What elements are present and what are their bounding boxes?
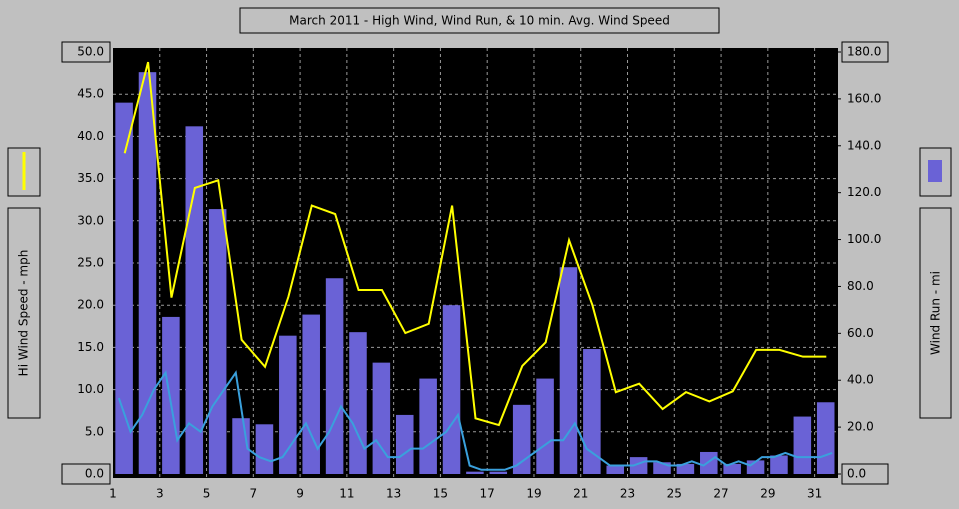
y-tick-label: 5.0 [85, 424, 104, 438]
x-tick-label: 21 [573, 487, 588, 501]
x-tick-label: 1 [109, 487, 117, 501]
x-tick-label: 17 [480, 487, 495, 501]
line [123, 61, 827, 427]
y2-label-box [919, 207, 952, 419]
bar [512, 404, 531, 474]
y2-tick-label: 20.0 [847, 420, 874, 434]
x-tick-label: 27 [713, 487, 728, 501]
x-tick-label: 5 [203, 487, 211, 501]
y2-tick-label: 80.0 [847, 279, 874, 293]
x-tick-label: 7 [250, 487, 258, 501]
y-tick-label: 15.0 [77, 340, 104, 354]
bar [793, 416, 812, 474]
x-tick-label: 11 [339, 487, 354, 501]
x-tick-label: 19 [526, 487, 541, 501]
bar [325, 278, 344, 474]
y-tick-label: 35.0 [77, 171, 104, 185]
tick-box [841, 41, 889, 63]
x-tick-label: 31 [807, 487, 822, 501]
bar [395, 414, 414, 474]
bar [816, 402, 835, 474]
bar [723, 463, 741, 474]
y2-axis-label: Wind Run - mi [929, 271, 943, 355]
line [117, 370, 833, 471]
y-tick-label: 10.0 [77, 382, 104, 396]
y-tick-label: 25.0 [77, 256, 104, 270]
y-tick-label: 40.0 [77, 129, 104, 143]
y2-tick-label: 140.0 [847, 138, 881, 152]
y2-tick-label: 180.0 [847, 45, 881, 59]
bar [138, 72, 157, 474]
x-tick-label: 13 [386, 487, 401, 501]
bar [583, 349, 601, 474]
bar [349, 332, 367, 474]
y-label-box [7, 207, 41, 419]
chart-title: March 2011 - High Wind, Wind Run, & 10 m… [289, 14, 670, 28]
bar [208, 209, 227, 475]
bar [536, 378, 554, 474]
bar [606, 465, 625, 474]
tick-box [61, 41, 111, 63]
y-tick-label: 30.0 [77, 213, 104, 227]
y2-tick-label: 100.0 [847, 232, 881, 246]
y2-tick-label: 160.0 [847, 91, 881, 105]
x-tick-label: 9 [296, 487, 304, 501]
y2-tick-label: 40.0 [847, 373, 874, 387]
bar [442, 305, 461, 474]
legend-swatch [928, 160, 942, 182]
bar [162, 316, 180, 474]
bar [302, 314, 320, 474]
x-tick-label: 15 [433, 487, 448, 501]
x-tick-label: 29 [760, 487, 775, 501]
y2-tick-label: 120.0 [847, 185, 881, 199]
y2-tick-label: 60.0 [847, 326, 874, 340]
bar [466, 471, 484, 474]
y-tick-label: 45.0 [77, 87, 104, 101]
y-tick-label: 0.0 [85, 467, 104, 481]
bar [559, 267, 578, 474]
bar [279, 335, 297, 474]
bar [676, 463, 695, 474]
bar [372, 362, 391, 474]
tick-box [841, 463, 889, 485]
bar [770, 455, 788, 474]
tick-box [61, 463, 111, 485]
x-tick-label: 23 [620, 487, 635, 501]
bar [115, 102, 133, 474]
bar [419, 378, 437, 474]
y-axis-label: Hi Wind Speed - mph [17, 250, 31, 377]
bar [255, 424, 274, 474]
y-tick-label: 20.0 [77, 298, 104, 312]
y-tick-label: 50.0 [77, 45, 104, 59]
x-tick-label: 3 [156, 487, 164, 501]
bar [489, 471, 508, 474]
y2-tick-label: 0.0 [847, 467, 866, 481]
title-box [239, 7, 720, 34]
bar [185, 126, 204, 475]
bar [653, 462, 671, 474]
x-tick-label: 25 [667, 487, 682, 501]
